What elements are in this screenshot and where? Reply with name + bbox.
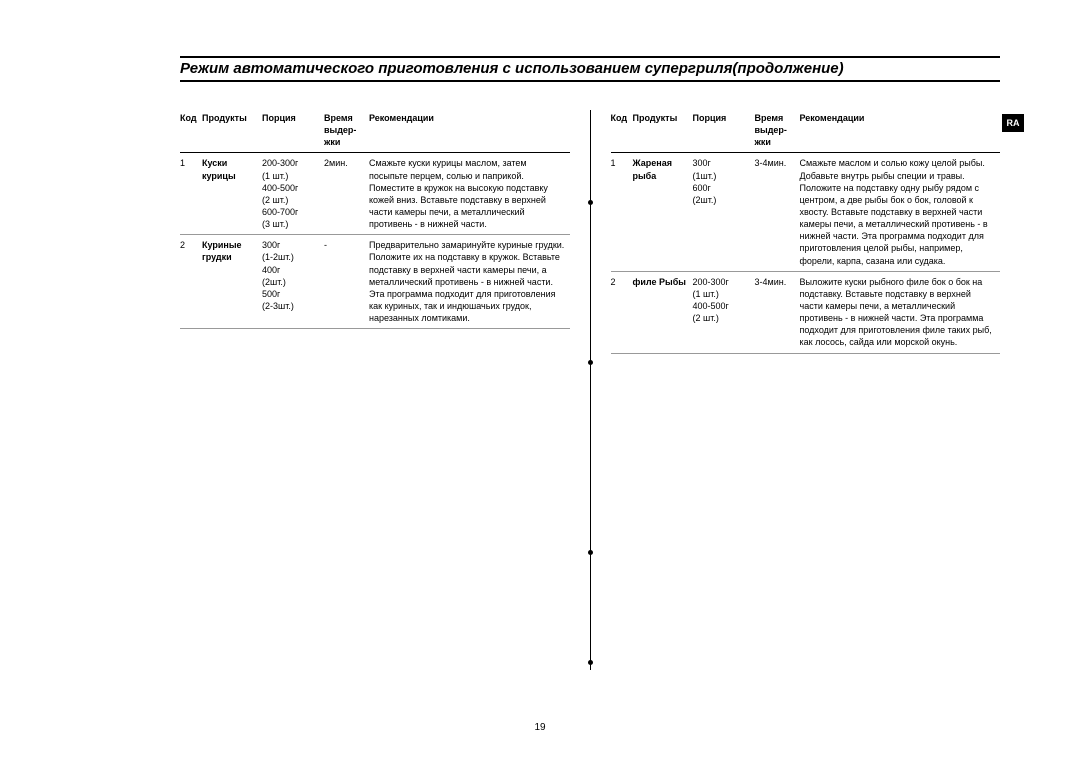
- page-number: 19: [0, 722, 1080, 733]
- th-recs: Рекомендации: [369, 110, 570, 153]
- table-row: 1Куски курицы200-300г (1 шт.) 400-500г (…: [180, 153, 570, 235]
- cell-product: Жареная рыба: [633, 153, 693, 271]
- left-table: Код Продукты Порция Время выдер-жки Реко…: [180, 110, 570, 329]
- cell-portion: 200-300г (1 шт.) 400-500г (2 шт.): [693, 271, 755, 353]
- cell-recs: Смажьте куски курицы маслом, затем посып…: [369, 153, 570, 235]
- cell-time: 3-4мин.: [755, 271, 800, 353]
- cell-recs: Выложите куски рыбного филе бок о бок на…: [800, 271, 1001, 353]
- cell-portion: 300г (1шт.) 600г (2шт.): [693, 153, 755, 271]
- th-products: Продукты: [202, 110, 262, 153]
- cell-recs: Смажьте маслом и солью кожу целой рыбы. …: [800, 153, 1001, 271]
- th-recs: Рекомендации: [800, 110, 1001, 153]
- th-portion: Порция: [693, 110, 755, 153]
- right-table: Код Продукты Порция Время выдер-жки Реко…: [611, 110, 1001, 354]
- th-portion: Порция: [262, 110, 324, 153]
- cell-portion: 200-300г (1 шт.) 400-500г (2 шт.) 600-70…: [262, 153, 324, 235]
- table-row: 1Жареная рыба300г (1шт.) 600г (2шт.)3-4м…: [611, 153, 1001, 271]
- cell-product: Куски курицы: [202, 153, 262, 235]
- th-time: Время выдер-жки: [755, 110, 800, 153]
- th-products: Продукты: [633, 110, 693, 153]
- th-code: Код: [611, 110, 633, 153]
- right-column: Код Продукты Порция Время выдер-жки Реко…: [591, 110, 1001, 670]
- left-column: Код Продукты Порция Время выдер-жки Реко…: [180, 110, 590, 670]
- side-tab: RA: [1002, 114, 1024, 132]
- cell-portion: 300г (1-2шт.) 400г (2шт.) 500г (2-3шт.): [262, 235, 324, 329]
- page-heading: Режим автоматического приготовления с ис…: [180, 56, 1000, 82]
- table-row: 2Куриные грудки300г (1-2шт.) 400г (2шт.)…: [180, 235, 570, 329]
- cell-code: 2: [180, 235, 202, 329]
- cell-code: 2: [611, 271, 633, 353]
- cell-time: -: [324, 235, 369, 329]
- cell-product: филе Рыбы: [633, 271, 693, 353]
- cell-product: Куриные грудки: [202, 235, 262, 329]
- cell-recs: Предварительно замаринуйте куриные грудк…: [369, 235, 570, 329]
- cell-time: 3-4мин.: [755, 153, 800, 271]
- th-time: Время выдер-жки: [324, 110, 369, 153]
- cell-code: 1: [611, 153, 633, 271]
- content-columns: Код Продукты Порция Время выдер-жки Реко…: [180, 110, 1000, 670]
- th-code: Код: [180, 110, 202, 153]
- cell-code: 1: [180, 153, 202, 235]
- table-row: 2филе Рыбы200-300г (1 шт.) 400-500г (2 ш…: [611, 271, 1001, 353]
- cell-time: 2мин.: [324, 153, 369, 235]
